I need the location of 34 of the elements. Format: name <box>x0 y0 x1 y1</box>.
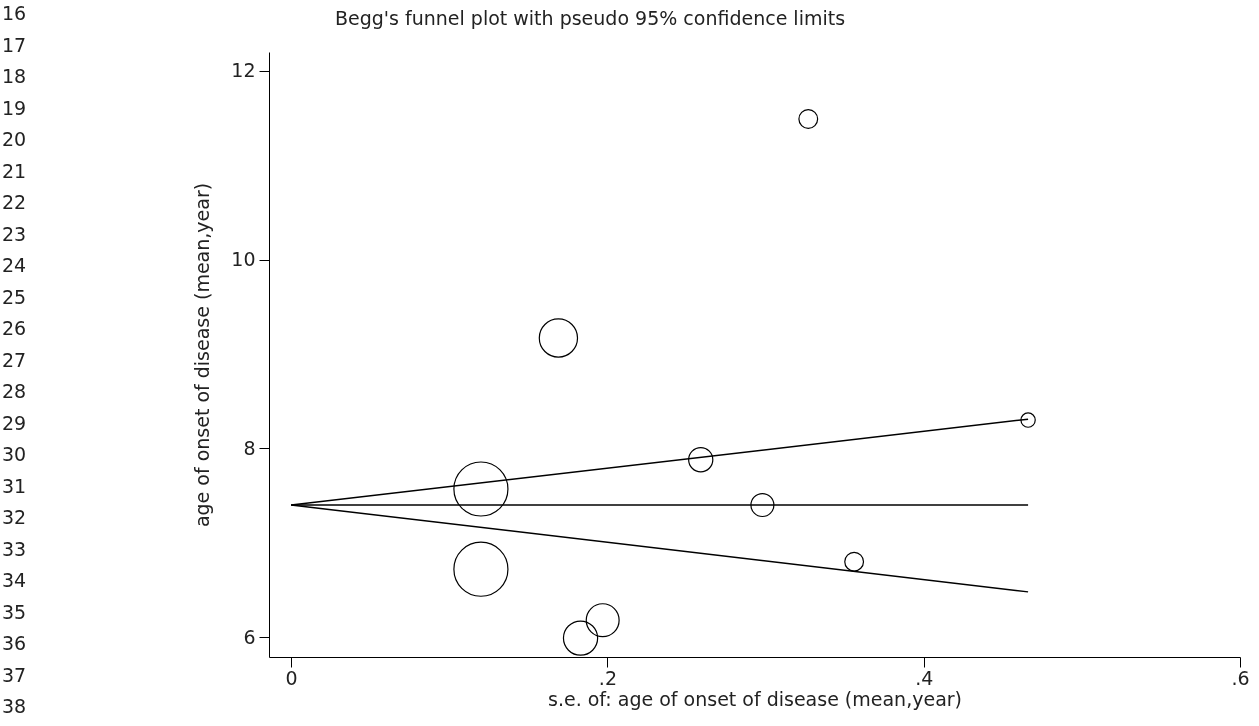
text: 19 <box>2 96 27 119</box>
x-axis-title: s.e. of: age of onset of disease (mean,year) <box>547 687 963 710</box>
text: 25 <box>2 285 27 308</box>
text: 37 <box>2 663 27 686</box>
text: 16 <box>2 2 27 24</box>
text: 36 <box>2 632 27 654</box>
text: 27 <box>2 348 27 371</box>
text: 17 <box>2 33 27 56</box>
x-tick-label: .2 <box>598 666 617 689</box>
y-tick-label: 10 <box>231 248 256 271</box>
x-tick-label: .6 <box>1231 666 1250 689</box>
y-tick-label: 6 <box>243 625 256 648</box>
text: 20 <box>2 128 27 150</box>
text: 34 <box>2 569 27 591</box>
x-tick-label: 0 <box>285 666 298 689</box>
text: 23 <box>2 222 27 245</box>
y-tick-label: 8 <box>243 436 256 459</box>
text: 18 <box>2 65 27 87</box>
text: 22 <box>2 191 27 213</box>
text: 30 <box>2 443 27 465</box>
text: 28 <box>2 380 27 402</box>
text: 35 <box>2 600 27 623</box>
text: 24 <box>2 254 27 276</box>
y-axis-title: age of onset of disease (mean,year) <box>191 182 214 528</box>
text: 31 <box>2 474 27 497</box>
text: 32 <box>2 506 27 528</box>
text: 21 <box>2 159 27 182</box>
text: 29 <box>2 411 27 434</box>
text: 38 <box>2 695 27 717</box>
chart-title: Begg's funnel plot with pseudo 95% confidence limits <box>335 7 846 29</box>
x-tick-label: .4 <box>915 666 934 689</box>
y-tick-label: 12 <box>231 59 256 82</box>
text: 33 <box>2 537 27 560</box>
text: 26 <box>2 317 27 339</box>
